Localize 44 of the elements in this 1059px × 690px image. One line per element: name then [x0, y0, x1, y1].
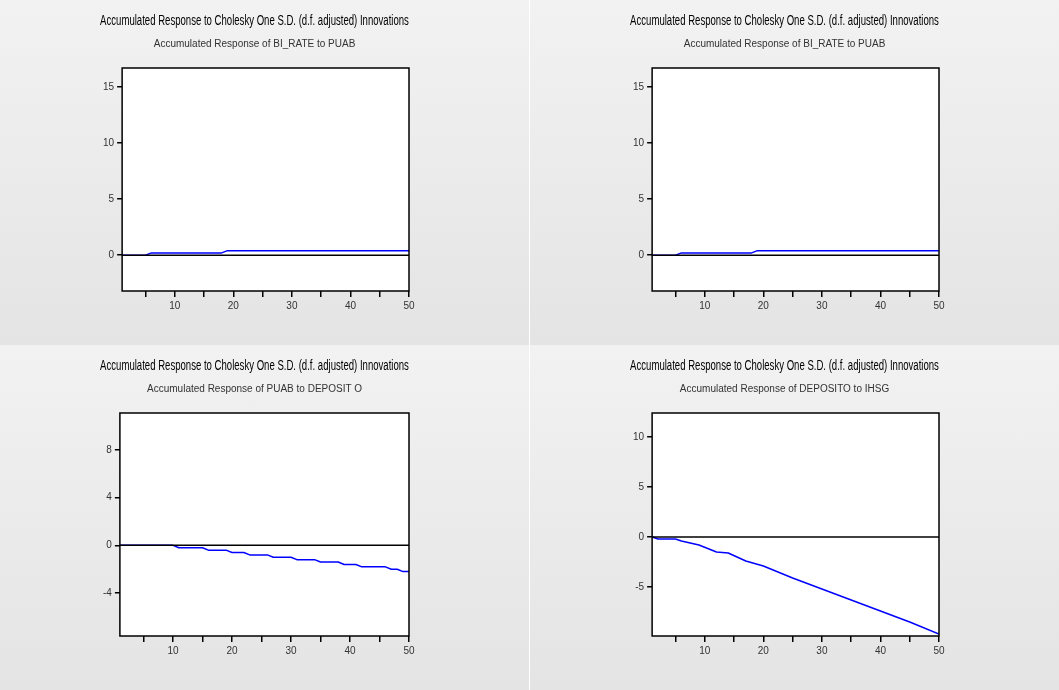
x-tick-label: 30	[816, 299, 828, 311]
x-tick-label: 10	[699, 644, 711, 656]
x-tick-label: 50	[933, 299, 945, 311]
x-tick-label: 10	[167, 644, 179, 656]
x-tick-label: 20	[227, 299, 240, 311]
y-tick-label: 0	[108, 248, 115, 260]
y-tick-label: 15	[633, 80, 645, 92]
chart-title: Accumulated Response to Cholesky One S.D. (d.f. adjusted) Innovations	[100, 357, 409, 374]
x-tick-label: 30	[285, 644, 297, 656]
x-tick-label: 30	[286, 299, 298, 311]
chart-title: Accumulated Response to Cholesky One S.D. (d.f. adjusted) Innovations	[630, 12, 939, 29]
chart-subtitle: Accumulated Response of BI_RATE to PUAB	[683, 37, 886, 49]
y-tick-label: 0	[638, 530, 645, 542]
x-tick-label: 20	[757, 644, 770, 656]
x-tick-label: 10	[169, 299, 181, 311]
x-tick-label: 40	[874, 644, 887, 656]
y-tick-label: 15	[103, 80, 115, 92]
x-tick-label: 50	[933, 644, 945, 656]
y-tick-label: 0	[106, 539, 113, 551]
y-tick-label: 8	[106, 443, 113, 455]
y-tick-label: 4	[106, 491, 113, 503]
chart-subtitle: Accumulated Response of DEPOSITO to IHSG	[679, 382, 890, 394]
y-tick-label: -5	[635, 580, 645, 592]
x-tick-label: 20	[226, 644, 238, 656]
y-tick-label: 5	[638, 480, 645, 492]
y-tick-label: 10	[633, 136, 645, 148]
x-tick-label: 40	[344, 644, 356, 656]
chart-title: Accumulated Response to Cholesky One S.D. (d.f. adjusted) Innovations	[100, 12, 409, 29]
x-tick-label: 50	[403, 644, 415, 656]
y-tick-label: -4	[102, 586, 113, 598]
y-tick-label: 10	[103, 136, 115, 148]
x-tick-label: 30	[816, 644, 828, 656]
x-tick-label: 40	[874, 299, 887, 311]
chart-subtitle: Accumulated Response of BI_RATE to PUAB	[153, 37, 356, 49]
y-tick-label: 5	[638, 192, 645, 204]
x-tick-label: 10	[699, 299, 711, 311]
y-tick-label: 10	[633, 430, 645, 442]
x-tick-label: 20	[757, 299, 770, 311]
y-tick-label: 0	[638, 248, 645, 260]
x-tick-label: 40	[344, 299, 357, 311]
chart-subtitle: Accumulated Response of PUAB to DEPOSIT O	[147, 382, 363, 394]
chart-title: Accumulated Response to Cholesky One S.D. (d.f. adjusted) Innovations	[630, 357, 939, 374]
x-tick-label: 50	[403, 299, 415, 311]
y-tick-label: 5	[108, 192, 115, 204]
